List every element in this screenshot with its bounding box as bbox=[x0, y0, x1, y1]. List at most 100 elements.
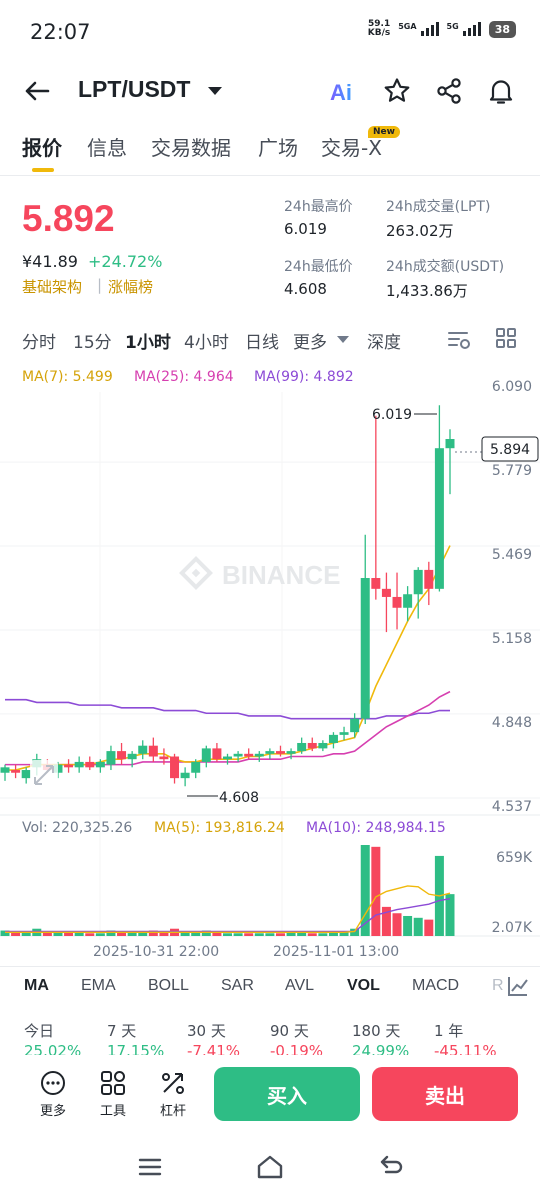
candle-body bbox=[106, 751, 116, 765]
volume-axis-max: 659K bbox=[496, 850, 533, 866]
ma99-legend: MA(99): 4.892 bbox=[254, 369, 354, 385]
perf-value-90d: -0.19% bbox=[270, 1043, 324, 1055]
interval-time-sharing[interactable]: 分时 bbox=[22, 333, 56, 353]
system-nav-bar bbox=[0, 1138, 540, 1199]
ma99-line bbox=[5, 698, 450, 720]
header: LPT/USDT Ai bbox=[0, 62, 540, 122]
candle-body bbox=[21, 770, 31, 779]
back-icon[interactable] bbox=[378, 1154, 404, 1180]
volume-bar bbox=[191, 931, 201, 936]
back-arrow-icon[interactable] bbox=[22, 76, 52, 106]
candle-body bbox=[233, 753, 243, 757]
chevron-down-icon[interactable] bbox=[337, 336, 349, 343]
price-axis-tick: 5.469 bbox=[492, 547, 532, 563]
indicator-avl[interactable]: AVL bbox=[285, 977, 315, 994]
perf-value-1y: -45.11% bbox=[434, 1043, 497, 1055]
current-price-box bbox=[481, 436, 539, 462]
perf-value-7d: 17.15% bbox=[107, 1043, 165, 1055]
leverage-icon bbox=[162, 1073, 184, 1094]
price-axis: 6.090 5.779 5.469 5.158 4.848 4.537 bbox=[492, 380, 532, 815]
volume-bar bbox=[265, 933, 275, 936]
tools-button[interactable]: 工具 bbox=[88, 1070, 138, 1119]
price-cny: ¥41.89 bbox=[22, 252, 78, 271]
volume-bar bbox=[233, 933, 243, 936]
volume-bar bbox=[328, 931, 338, 936]
low-24h-label: 24h最低价 bbox=[284, 259, 353, 275]
tab-quote[interactable]: 报价 bbox=[22, 136, 62, 160]
candle-body bbox=[275, 751, 285, 754]
perf-label-7d: 7 天 bbox=[107, 1022, 137, 1040]
price-axis-tick: 4.848 bbox=[492, 715, 532, 731]
candle-body bbox=[254, 753, 264, 757]
bell-icon[interactable] bbox=[486, 76, 516, 106]
volume-bar bbox=[138, 931, 148, 936]
category-tag-gainers[interactable]: 涨幅榜 bbox=[108, 278, 154, 296]
candle-body bbox=[360, 578, 370, 719]
volume-bar bbox=[318, 933, 328, 936]
tag-separator: | bbox=[97, 276, 103, 294]
network-speed: 59.1 KB/s bbox=[367, 19, 391, 38]
perf-value-180d: 24.99% bbox=[352, 1043, 410, 1055]
tab-info[interactable]: 信息 bbox=[87, 136, 127, 160]
candle-body bbox=[212, 748, 222, 760]
current-price-label: 5.894 bbox=[490, 442, 530, 458]
indicator-sar[interactable]: SAR bbox=[221, 977, 254, 994]
interval-4h[interactable]: 4小时 bbox=[184, 333, 229, 353]
volume-bar bbox=[381, 906, 391, 936]
volume-lpt-value: 263.02万 bbox=[386, 222, 454, 240]
perf-value-today: 25.02% bbox=[24, 1043, 82, 1055]
tab-trading-data[interactable]: 交易数据 bbox=[151, 136, 231, 160]
indicator-rsi[interactable]: R bbox=[492, 977, 504, 994]
ai-icon[interactable]: Ai bbox=[330, 80, 352, 105]
volume-bar bbox=[127, 932, 137, 936]
price-axis-tick: 5.779 bbox=[492, 463, 532, 479]
indicator-macd[interactable]: MACD bbox=[412, 977, 460, 994]
more-button[interactable]: 更多 bbox=[28, 1070, 78, 1119]
interval-1d[interactable]: 日线 bbox=[245, 333, 279, 353]
time-label: 2025-11-01 13:00 bbox=[273, 944, 399, 960]
interval-more[interactable]: 更多 bbox=[293, 333, 327, 353]
tab-square[interactable]: 广场 bbox=[258, 136, 298, 160]
candle-body bbox=[265, 751, 275, 754]
interval-1h[interactable]: 1小时 bbox=[125, 333, 171, 353]
category-tag-infrastructure[interactable]: 基础架构 bbox=[22, 278, 83, 296]
indicator-settings-icon[interactable] bbox=[506, 974, 530, 998]
perf-label-30d: 30 天 bbox=[187, 1022, 226, 1040]
svg-text:BINANCE: BINANCE bbox=[222, 560, 340, 590]
volume-bar bbox=[307, 933, 317, 936]
tab-trade-x[interactable]: 交易-X bbox=[321, 136, 382, 160]
chart-settings-icon[interactable] bbox=[446, 326, 472, 352]
price-axis-tick: 5.158 bbox=[492, 631, 532, 647]
perf-label-90d: 90 天 bbox=[270, 1022, 309, 1040]
volume-ma-lines bbox=[5, 885, 451, 934]
tab-bar: 报价 信息 交易数据 广场 交易-X New bbox=[0, 126, 540, 176]
last-price: 5.892 bbox=[22, 198, 115, 239]
candle-body bbox=[328, 734, 338, 743]
indicator-boll[interactable]: BOLL bbox=[148, 977, 189, 994]
signal-icon: 5G bbox=[447, 22, 481, 36]
volume-bars bbox=[0, 845, 455, 936]
sell-button[interactable]: 卖出 bbox=[372, 1067, 518, 1121]
buy-button[interactable]: 买入 bbox=[214, 1067, 360, 1121]
candle-body bbox=[392, 596, 402, 608]
chart-grid bbox=[0, 392, 540, 940]
volume-bar bbox=[286, 932, 296, 936]
signal-icon: 5GA bbox=[398, 22, 439, 36]
trading-pair-title[interactable]: LPT/USDT bbox=[78, 76, 191, 102]
volume-bar bbox=[350, 928, 360, 936]
perf-label-today: 今日 bbox=[24, 1022, 55, 1040]
menu-icon[interactable] bbox=[138, 1156, 162, 1178]
indicator-vol[interactable]: VOL bbox=[347, 977, 380, 994]
depth-tab[interactable]: 深度 bbox=[367, 333, 401, 353]
volume-lpt-label: 24h成交量(LPT) bbox=[386, 199, 491, 215]
indicator-ema[interactable]: EMA bbox=[81, 977, 116, 994]
candlestick-chart[interactable]: BINANCE 6.090 5.779 5.469 5.158 4.848 4.537 5… bbox=[0, 380, 540, 965]
star-icon[interactable] bbox=[382, 76, 412, 106]
layout-grid-icon[interactable] bbox=[494, 326, 518, 350]
share-icon[interactable] bbox=[434, 76, 464, 106]
indicator-ma[interactable]: MA bbox=[24, 977, 49, 994]
home-icon[interactable] bbox=[256, 1154, 284, 1180]
interval-15m[interactable]: 15分 bbox=[73, 333, 112, 353]
leverage-button[interactable]: 杠杆 bbox=[148, 1070, 198, 1119]
chevron-down-icon[interactable] bbox=[208, 87, 222, 95]
